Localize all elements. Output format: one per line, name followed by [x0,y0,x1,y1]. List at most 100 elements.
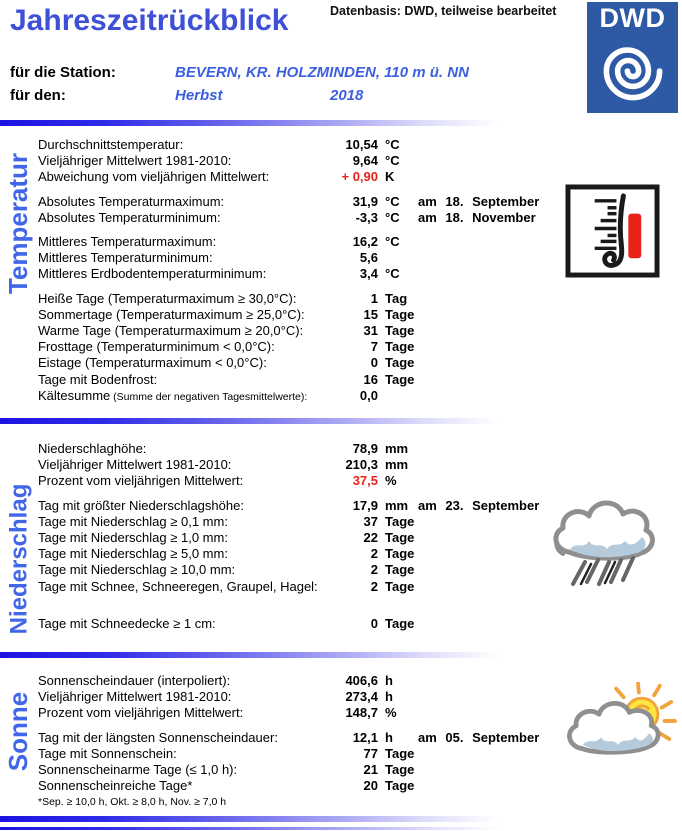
precipitation-section: Niederschlag Niederschlaghöhe: 78,9 mm Viel… [0,428,682,652]
row-label: Niederschlaghöhe: [38,441,147,456]
row-unit: Tage [385,778,415,794]
data-row: Durchschnittstemperatur: 10,54 °C [38,137,682,153]
row-label: Tage mit Niederschlag ≥ 1,0 mm: [38,530,228,546]
sunshine-vertical-label: Sonne [3,691,34,771]
row-unit: Tage [385,578,415,594]
precipitation-rows: Niederschlaghöhe: 78,9 mm Vieljähriger Mitt… [0,428,682,632]
footnote: *Sep. ≥ 10,0 h, Okt. ≥ 8,0 h, Nov. ≥ 7,0… [38,796,227,809]
data-row: Tage mit Niederschlag ≥ 10,0 mm: 2 Tage [38,562,682,578]
row-date: am 18. September [418,193,540,209]
row-label: Absolutes Temperaturmaximum: [38,193,225,209]
row-label: Tag mit größter Niederschlagshöhe: [38,497,244,513]
row-label: Mittleres Erdbodentemperaturminimum: [38,266,267,282]
row-group: Mittleres Temperaturmaximum: 16,2 °C Mittle… [38,234,682,283]
row-value: 1 [370,290,378,306]
row-unit: °C [385,234,400,250]
data-row: Vieljähriger Mittelwert 1981-2010: 210,3 m… [38,457,682,473]
dwd-logo-text: DWD [599,3,666,33]
row-unit [378,388,418,405]
data-row: Tage mit Sonnenschein: 77 Tage [38,746,682,762]
row-value: 31,9 [352,193,378,209]
row-label: Warme Tage (Temperaturmaximum ≥ 20,0°C): [38,323,304,339]
row-label: Prozent vom vieljährigen Mittelwert: [38,473,244,489]
data-row: Warme Tage (Temperaturmaximum ≥ 20,0°C):… [38,323,682,339]
row-label: Sonnenscheinreiche Tage* [38,778,193,794]
row-unit: Tage [385,762,415,778]
row-value: 31 [363,323,378,339]
sun-cloud-icon [567,682,677,755]
data-row: Sonnenscheinarme Tage (≤ 1,0 h): 21 Tage [38,762,682,778]
row-label: Tage mit Bodenfrost: [38,371,158,387]
row-date [418,339,682,355]
row-date [418,291,682,307]
data-row: Abweichung vom vieljährigen Mittelwert: +… [38,169,682,185]
data-row: Sonnenscheinreiche Tage* 20 Tage [38,778,682,794]
data-row: Sonnenscheindauer (interpoliert): 406,6 h [38,673,682,689]
row-date [418,388,682,405]
page-title: Jahreszeitrückblick [10,4,289,37]
row-label: Mittleres Temperaturmaximum: [38,234,217,250]
row-unit: mm [385,457,409,473]
data-row: Mittleres Temperaturmaximum: 16,2 °C [38,234,682,250]
row-value: 273,4 [345,689,378,705]
row-value: 12,1 [352,729,378,745]
row-value: 2 [370,546,378,562]
row-unit: Tage [385,339,415,355]
row-unit: % [385,473,397,489]
row-value: 37 [363,513,378,529]
row-value: 5,6 [359,250,378,266]
data-row: Eistage (Temperaturmaximum < 0,0°C): 0 Tag… [38,355,682,371]
row-label: Durchschnittstemperatur: [38,137,184,152]
row-value: 210,3 [345,457,378,473]
row-unit: % [385,705,397,721]
row-value: 20 [363,778,378,794]
data-basis-note: Datenbasis: DWD, teilweise bearbeitet [330,4,557,18]
data-row: Sommertage (Temperaturmaximum ≥ 25,0°C):… [38,307,682,323]
row-unit: °C [385,153,400,169]
row-label: Tage mit Schneedecke ≥ 1 cm: [38,615,216,631]
row-value: 406,6 [345,673,378,688]
row-unit: mm [385,497,409,513]
row-label: Heiße Tage (Temperaturmaximum ≥ 30,0°C): [38,290,297,306]
row-value: 0,0 [359,387,378,403]
row-label: Tag mit der längsten Sonnenscheindauer: [38,729,278,745]
temperature-section: Temperatur Durchschnittstemperatur: 10,54… [0,130,682,418]
row-value: 2 [370,578,378,594]
row-label: Absolutes Temperaturminimum: [38,209,221,225]
row-value: 148,7 [345,705,378,721]
row-value: 0 [370,615,378,631]
row-value: 17,9 [352,497,378,513]
row-label: Sommertage (Temperaturmaximum ≥ 25,0°C): [38,306,305,322]
row-value: 0 [370,355,378,371]
row-unit: Tage [385,323,415,339]
row-unit: °C [385,193,400,209]
row-label: Tage mit Niederschlag ≥ 10,0 mm: [38,562,236,578]
row-value: 37,5 [352,473,378,489]
data-row: Tage mit Schnee, Schneeregen, Graupel, H… [38,579,682,595]
season-value: Herbst [175,87,223,104]
row-group: Heiße Tage (Temperaturmaximum ≥ 30,0°C):… [38,291,682,405]
row-unit: Tage [385,530,415,546]
row-label: Eistage (Temperaturmaximum < 0,0°C): [38,355,267,371]
section-divider [0,120,682,126]
row-value: + 0,90 [341,169,378,185]
row-date: am 05. September [418,729,540,745]
row-unit: Tage [385,562,415,578]
station-value: BEVERN, KR. HOLZMINDEN, 110 m ü. NN [175,64,469,81]
data-row: Tage mit Bodenfrost: 16 Tage [38,372,682,388]
year-value: 2018 [330,87,364,104]
row-unit: mm [385,441,409,456]
data-row: Prozent vom vieljährigen Mittelwert: 37,5… [38,473,682,489]
row-value: 9,64 [352,153,378,169]
row-group: Tag mit größter Niederschlagshöhe: 17,9 mm… [38,498,682,595]
row-value: 15 [363,306,378,322]
row-date [418,616,682,632]
data-row: Heiße Tage (Temperaturmaximum ≥ 30,0°C):… [38,291,682,307]
data-row: Tage mit Niederschlag ≥ 1,0 mm: 22 Tage [38,530,682,546]
data-row: Tag mit der längsten Sonnenscheindauer: 1… [38,730,682,746]
row-unit: Tage [385,371,415,387]
rain-cloud-icon [553,500,655,586]
row-group: Tage mit Schneedecke ≥ 1 cm: 0 Tage [38,616,682,632]
row-date [418,323,682,339]
